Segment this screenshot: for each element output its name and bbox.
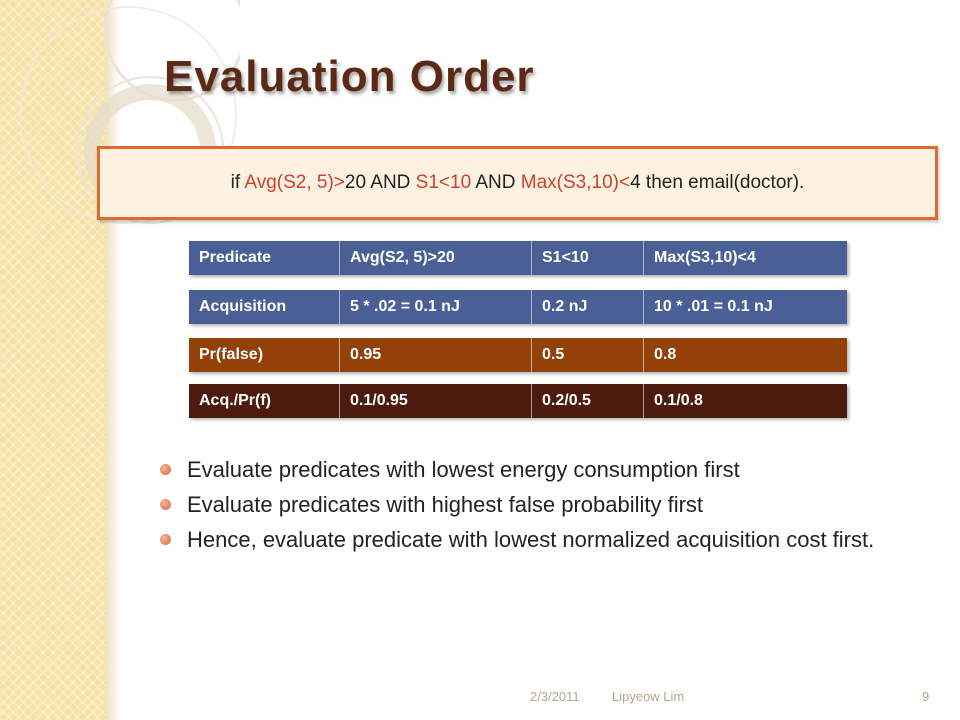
bullet-dot-icon	[160, 499, 171, 510]
bullet-text: Evaluate predicates with highest false p…	[187, 492, 704, 517]
bullet-dot-icon	[160, 534, 171, 545]
table-cell: 0.1/0.8	[654, 392, 703, 409]
table-row-acquisition: Acquisition 5 * .02 = 0.1 nJ 0.2 nJ 10 *…	[189, 290, 847, 324]
query-part: AND	[471, 172, 521, 193]
bullet-item: Evaluate predicates with highest false p…	[160, 491, 940, 518]
footer-date: 2/3/2011	[530, 689, 580, 704]
query-part-highlight: Max(S3,10)<	[520, 172, 631, 193]
bullet-list: Evaluate predicates with lowest energy c…	[160, 456, 940, 561]
bullet-text: Hence, evaluate predicate with lowest no…	[187, 527, 875, 552]
table-cell: S1<10	[532, 241, 644, 275]
bullet-item: Hence, evaluate predicate with lowest no…	[160, 526, 940, 553]
bullet-dot-icon	[160, 464, 171, 475]
footer-author: Lipyeow Lim	[612, 689, 685, 704]
table-cell-header: Predicate	[189, 241, 340, 275]
table-cell-header: Acq./Pr(f)	[189, 384, 340, 418]
query-text: if Avg(S2, 5)>20 AND S1<10 AND Max(S3,10…	[231, 172, 805, 194]
table-cell: 0.2/0.5	[532, 384, 644, 418]
table-cell: 0.8	[654, 346, 677, 363]
table-row-pr-false: Pr(false) 0.95 0.5 0.8	[189, 338, 847, 372]
table-row-acq-pr-ratio: Acq./Pr(f) 0.1/0.95 0.2/0.5 0.1/0.8	[189, 384, 847, 418]
query-part: if	[230, 172, 245, 193]
table-row-predicate: Predicate Avg(S2, 5)>20 S1<10 Max(S3,10)…	[189, 241, 847, 275]
query-box: if Avg(S2, 5)>20 AND S1<10 AND Max(S3,10…	[97, 146, 938, 220]
table-cell: Avg(S2, 5)>20	[340, 241, 532, 275]
decorative-left-band	[0, 0, 106, 720]
query-part: 20 AND	[344, 172, 416, 193]
table-cell-header: Acquisition	[189, 290, 340, 324]
query-part-highlight: S1<10	[415, 172, 472, 193]
table-cell: 5 * .02 = 0.1 nJ	[340, 290, 532, 324]
query-part: 4 then email(doctor).	[630, 172, 805, 193]
table-cell-header: Pr(false)	[189, 338, 340, 372]
table-cell: 10 * .01 = 0.1 nJ	[654, 298, 773, 315]
slide-title: Evaluation Order	[164, 52, 535, 101]
bullet-item: Evaluate predicates with lowest energy c…	[160, 456, 940, 483]
table-cell: 0.2 nJ	[532, 290, 644, 324]
table-cell: 0.95	[340, 338, 532, 372]
bullet-text: Evaluate predicates with lowest energy c…	[187, 457, 740, 482]
footer-page-number: 9	[922, 689, 930, 704]
query-part-highlight: Avg(S2, 5)>	[244, 172, 345, 193]
table-cell: Max(S3,10)<4	[654, 249, 756, 266]
table-cell: 0.5	[532, 338, 644, 372]
table-cell: 0.1/0.95	[340, 384, 532, 418]
